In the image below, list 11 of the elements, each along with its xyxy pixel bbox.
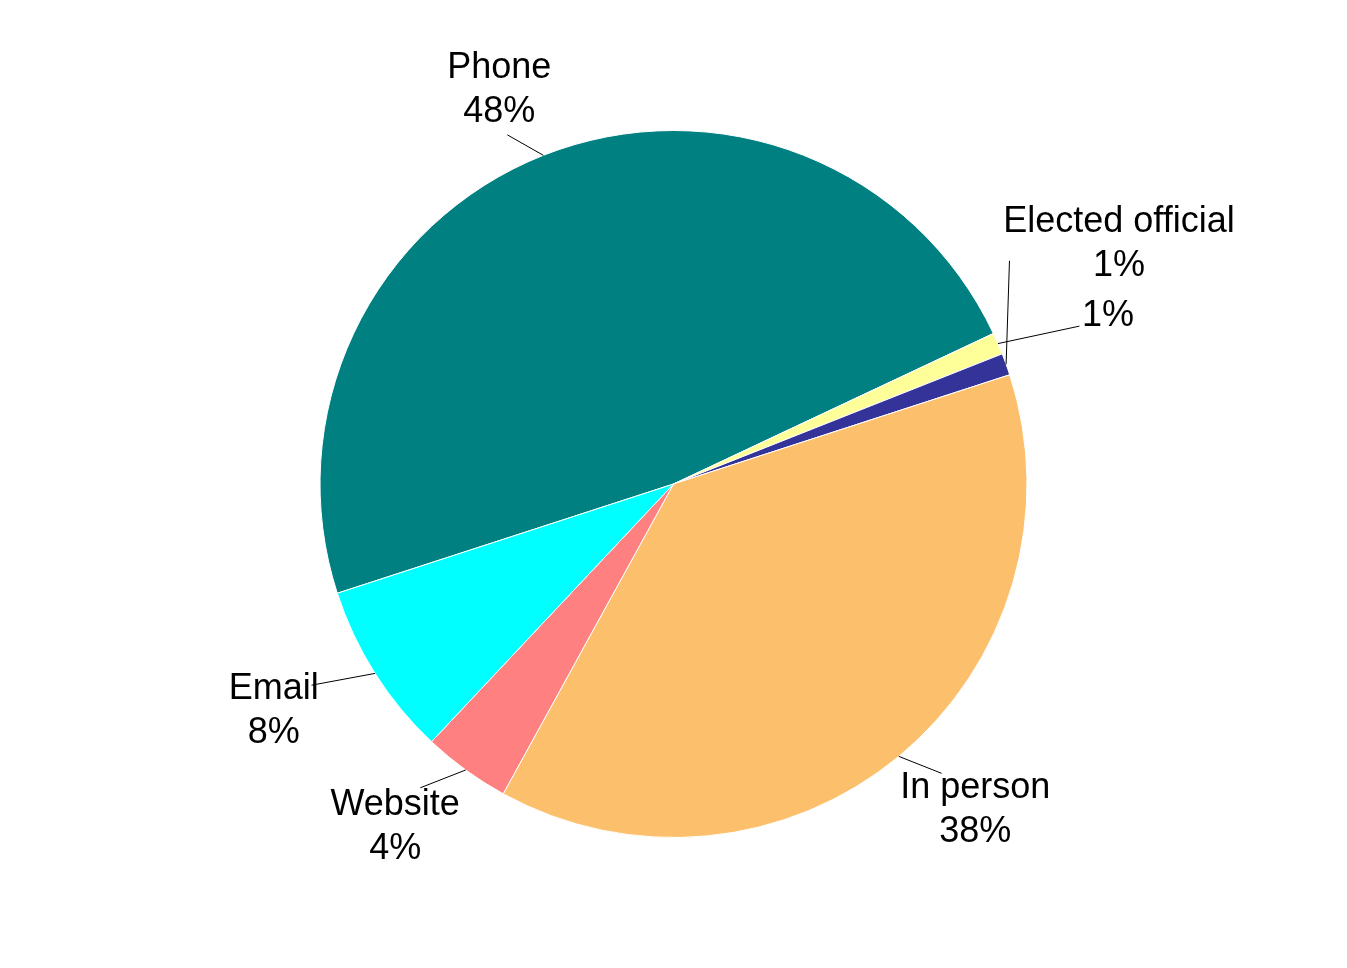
slice-label: In person [900, 765, 1051, 807]
data-label: 8% [247, 709, 300, 751]
data-label: 1% [1082, 292, 1135, 334]
data-label: 1% [1092, 243, 1146, 285]
slice-label: Phone [447, 45, 552, 87]
slice-label: Website [330, 781, 460, 823]
data-label: 48% [463, 89, 536, 131]
slice-label: Elected official [1003, 199, 1235, 241]
slice-label: Email [228, 665, 319, 707]
data-label: 38% [939, 809, 1012, 851]
data-label: 4% [369, 825, 422, 867]
